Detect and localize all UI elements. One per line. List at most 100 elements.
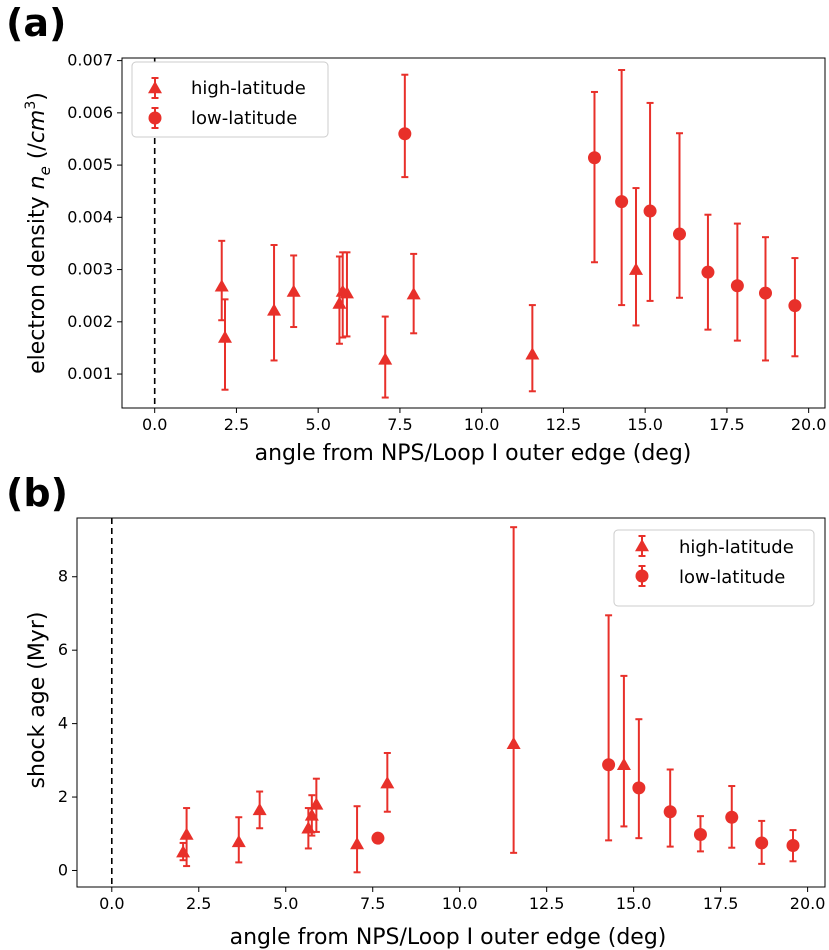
panel-b-label: (b) <box>6 471 68 515</box>
panel-a-x-tick-label: 5.0 <box>305 415 330 434</box>
panel-a-y-tick-label: 0.005 <box>67 155 113 174</box>
panel-b-high-latitude-point <box>309 797 324 810</box>
panel-b-x-tick-label: 2.5 <box>186 894 211 913</box>
panel-a-y-tick-label: 0.004 <box>67 207 113 226</box>
panel-a-x-tick-label: 7.5 <box>387 415 412 434</box>
panel-a-y-label-sub: e <box>36 166 54 175</box>
panel-b-y-tick-label: 8 <box>58 567 68 586</box>
panel-a-y-label-var: n <box>25 175 50 189</box>
panel-b-low-latitude-point <box>693 827 707 841</box>
panel-a-high-latitude-point <box>332 296 347 309</box>
panel-a-high-latitude-point <box>406 287 421 300</box>
panel-a-high-latitude-point <box>286 284 301 297</box>
panel-b-high-latitude-point <box>616 757 631 770</box>
panel-a-legend-high-latitude: high-latitude <box>191 78 306 99</box>
panel-b-plot-area: 0.0 2.5 5.0 7.5 10.0 12.5 15.0 17.5 20.0 0 2 4 6 8 <box>58 517 826 913</box>
panel-b-x-tick-label: 0.0 <box>99 894 124 913</box>
panel-a-y-label-unit-var: cm <box>25 110 50 144</box>
panel-b-x-tick-label: 12.5 <box>529 894 565 913</box>
panel-b-low-latitude-point <box>786 839 800 853</box>
panel-a-legend-low-latitude: low-latitude <box>191 108 297 129</box>
panel-a-y-tick-label: 0.006 <box>67 103 113 122</box>
panel-b-legend-marker-high-latitude <box>635 535 649 557</box>
panel-b-low-latitude-point <box>602 758 616 772</box>
panel-a-x-tick-label: 12.5 <box>546 415 582 434</box>
panel-a-legend-triangle-icon <box>148 81 162 94</box>
panel-a-x-tick-label: 2.5 <box>224 415 249 434</box>
panel-a-y-tick-label: 0.001 <box>67 364 113 383</box>
panel-b-y-tick-label: 6 <box>58 640 68 659</box>
panel-b-high-latitude-point <box>304 808 319 821</box>
panel-a-high-latitude-point <box>378 352 393 365</box>
panel-a-frame <box>121 57 826 409</box>
panel-b-x-tick-label: 20.0 <box>790 894 826 913</box>
panel-a-y-tick-label: 0.003 <box>67 260 113 279</box>
panel-b-legend-triangle-icon <box>635 539 649 552</box>
panel-b-x-tick-label: 17.5 <box>703 894 739 913</box>
panel-b-y-tick-label: 2 <box>58 787 68 806</box>
panel-b-low-latitude-point <box>725 810 739 824</box>
panel-a-x-tick-label: 17.5 <box>709 415 745 434</box>
panel-b-legend-high-latitude: high-latitude <box>679 537 794 558</box>
panel-b-legend-box <box>613 529 815 607</box>
panel-a-low-latitude-point <box>758 286 772 300</box>
panel-b-high-latitude-point <box>506 736 521 750</box>
panel-b-high-latitude-point <box>176 845 191 858</box>
panel-a-y-label-unit-sup: 3 <box>23 101 39 110</box>
panel-b: (b) 0.0 2.5 5.0 7.5 10.0 12.5 15.0 17.5 20.0 0 2 4 6… <box>6 471 826 950</box>
panel-a-low-latitude-point <box>788 299 802 313</box>
panel-a-x-tick-label: 20.0 <box>791 415 827 434</box>
panel-a-high-latitude-point <box>214 279 229 292</box>
panel-a-high-latitude-point <box>217 330 232 343</box>
panel-a-x-tick-label: 10.0 <box>464 415 500 434</box>
panel-a-low-latitude-point <box>587 151 601 165</box>
panel-a-label: (a) <box>6 1 66 45</box>
panel-b-legend-circle-icon <box>635 569 649 583</box>
panel-b-low-latitude-point <box>371 831 385 845</box>
panel-b-low-latitude-point <box>632 781 646 795</box>
panel-a-y-label-main: electron density <box>25 189 50 374</box>
panel-b-legend-marker-low-latitude <box>635 565 649 587</box>
panel-a-legend-marker-low-latitude <box>148 107 162 129</box>
panel-a-legend-box <box>131 61 329 138</box>
panel-b-y-tick-label: 0 <box>58 860 68 879</box>
panel-a-y-tick-label: 0.002 <box>67 312 113 331</box>
panel-b-x-axis-label: angle from NPS/Loop I outer edge (deg) <box>230 925 667 950</box>
panel-a-x-axis-label: angle from NPS/Loop I outer edge (deg) <box>255 441 692 466</box>
panel-b-high-latitude-point <box>231 834 246 848</box>
panel-b-low-latitude-point <box>755 836 769 850</box>
panel-b-high-latitude-point <box>252 802 267 816</box>
panel-b-x-tick-label: 7.5 <box>360 894 385 913</box>
panel-a: (a) 0.0 2.5 5.0 7.5 10.0 12.5 15.0 17.5 20.0 0.00… <box>6 1 826 466</box>
panel-b-y-tick-label: 4 <box>58 714 68 733</box>
panel-a-low-latitude-point <box>701 265 715 279</box>
panel-a-y-axis-label: electron density ne (/cm3) <box>23 92 54 374</box>
panel-a-plot-area: 0.0 2.5 5.0 7.5 10.0 12.5 15.0 17.5 20.0 0.001 0.0… <box>67 51 826 434</box>
panel-a-legend-marker-high-latitude <box>148 77 162 99</box>
panel-a-y-label-unit-post: ) <box>25 92 50 101</box>
panel-b-high-latitude-point <box>380 776 395 789</box>
panel-b-x-tick-label: 5.0 <box>273 894 298 913</box>
panel-a-x-tick-label: 15.0 <box>627 415 663 434</box>
panel-a-high-latitude-point <box>267 303 282 316</box>
panel-a-high-latitude-point <box>525 347 540 360</box>
panel-a-low-latitude-point <box>398 127 412 141</box>
panel-b-legend-low-latitude: low-latitude <box>679 567 785 588</box>
panel-b-low-latitude-point <box>663 805 677 819</box>
panel-b-frame <box>76 517 826 888</box>
panel-a-low-latitude-point <box>730 279 744 293</box>
panel-a-low-latitude-point <box>643 204 657 218</box>
panel-a-x-tick-label: 0.0 <box>142 415 167 434</box>
panel-b-x-tick-label: 10.0 <box>442 894 478 913</box>
panel-a-y-tick-label: 0.007 <box>67 51 113 70</box>
panel-a-high-latitude-point <box>629 262 644 275</box>
panel-a-legend-circle-icon <box>148 111 162 125</box>
panel-a-legend: high-latitude low-latitude <box>131 61 329 138</box>
panel-a-high-latitude-point <box>339 286 354 299</box>
panel-a-low-latitude-point <box>615 195 629 209</box>
panel-b-x-tick-label: 15.0 <box>616 894 652 913</box>
panel-b-high-latitude-point <box>350 837 365 850</box>
panel-b-legend: high-latitude low-latitude <box>613 529 815 607</box>
panel-b-high-latitude-point <box>179 827 194 840</box>
